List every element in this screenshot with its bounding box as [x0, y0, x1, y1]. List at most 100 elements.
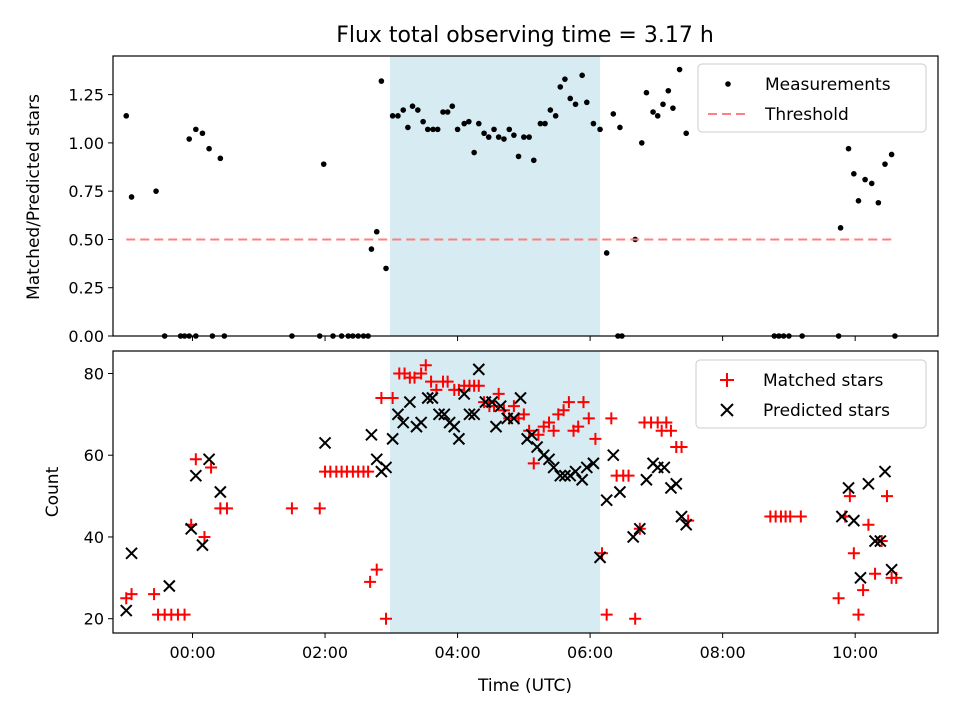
- predicted-star-point: [679, 518, 693, 531]
- measurement-point: [440, 109, 446, 115]
- measurement-point: [491, 126, 497, 133]
- x-tick-label: 02:00: [302, 643, 348, 662]
- measurement-point: [597, 126, 603, 133]
- predicted-star-point: [626, 530, 640, 544]
- matched-star-point: [562, 396, 575, 409]
- predicted-star-point: [847, 514, 861, 527]
- matched-star-point: [492, 387, 505, 400]
- matched-star-point: [532, 428, 545, 441]
- matched-star-point: [589, 432, 602, 445]
- matched-star-point: [869, 567, 882, 580]
- predicted-star-point: [403, 395, 417, 409]
- measurement-point: [562, 76, 568, 82]
- matched-star-point: [205, 461, 218, 474]
- top-y-tick-label: 1.25: [68, 86, 104, 105]
- matched-star-point: [375, 392, 388, 404]
- predicted-star-point: [835, 510, 849, 523]
- predicted-star-point: [421, 391, 434, 405]
- predicted-star-point: [640, 473, 653, 486]
- measurement-point: [434, 126, 441, 133]
- measurement-point: [481, 130, 487, 137]
- bottom-plot-frame: [112, 350, 939, 634]
- matched-star-point: [313, 502, 326, 515]
- x-tick-label: 00:00: [169, 643, 215, 662]
- measurement-point: [395, 113, 401, 119]
- measurement-point: [670, 105, 676, 111]
- measurement-point: [851, 170, 857, 177]
- measurement-point: [868, 180, 875, 187]
- chart-title: Flux total observing time = 3.17 h: [336, 23, 714, 48]
- measurement-point: [415, 107, 421, 113]
- matched-star-point: [557, 404, 570, 417]
- measurement-point: [855, 198, 862, 204]
- measurement-point: [186, 136, 193, 142]
- matched-star-point: [622, 469, 635, 482]
- matched-star-point: [527, 457, 540, 470]
- predicted-star-point: [379, 461, 393, 474]
- measurement-point: [123, 113, 130, 119]
- measurement-point: [583, 99, 590, 106]
- predicted-star-point: [318, 436, 332, 450]
- top-y-tick-label: 1.00: [68, 134, 104, 153]
- x-tick-label: 10:00: [832, 643, 878, 662]
- matched-star-point: [370, 563, 383, 576]
- predicted-star-point: [507, 412, 521, 425]
- measurement-point: [643, 89, 650, 96]
- legend-predicted-label: Predicted stars: [763, 401, 890, 421]
- predicted-star-point: [426, 391, 439, 405]
- measurement-point: [526, 134, 532, 140]
- legend-measurements-label: Measurements: [765, 75, 891, 95]
- bottom-panel: 20 40 60 80 00:00 02:00 04:00 06:00 08:00 10:00 C…: [43, 350, 939, 696]
- matched-star-point: [852, 608, 865, 621]
- predicted-star-point: [593, 551, 607, 564]
- measurement-point: [320, 161, 327, 167]
- measurement-point: [542, 120, 548, 127]
- matched-star-point: [419, 359, 432, 372]
- measurement-point: [430, 126, 436, 133]
- measurement-point: [420, 118, 426, 125]
- measurement-point: [373, 228, 380, 235]
- measurement-point: [552, 113, 559, 119]
- matched-star-point: [600, 608, 613, 621]
- predicted-star-point: [842, 481, 855, 495]
- predicted-star-point: [452, 432, 466, 446]
- measurement-point: [389, 113, 396, 119]
- measurement-point: [572, 101, 579, 108]
- predicted-star-point: [494, 399, 507, 413]
- bottom-legend: Matched stars Predicted stars: [695, 359, 927, 429]
- measurement-point: [206, 145, 212, 152]
- predicted-star-point: [125, 547, 138, 560]
- matched-star-point: [425, 375, 438, 388]
- predicted-star-point: [530, 440, 544, 454]
- matched-star-point: [682, 514, 695, 527]
- predicted-star-point: [485, 395, 499, 409]
- measurement-point: [590, 120, 597, 127]
- measurement-point: [471, 149, 477, 156]
- measurement-point: [466, 118, 472, 125]
- bottom-y-tick-label: 60: [84, 446, 104, 465]
- predicted-star-point: [862, 477, 875, 491]
- legend-matched-label: Matched stars: [763, 371, 883, 391]
- predicted-star-point: [580, 461, 594, 474]
- predicted-star-point: [463, 408, 476, 421]
- matched-star-point: [362, 465, 375, 478]
- measurement-point: [193, 126, 199, 133]
- matched-star-point: [441, 375, 454, 388]
- measurement-point: [676, 66, 683, 73]
- top-legend: Measurements Threshold: [697, 63, 927, 133]
- measurement-point: [217, 155, 224, 162]
- predicted-star-point: [438, 408, 451, 421]
- predicted-star-point: [854, 571, 867, 585]
- top-y-tick-label: 0.75: [68, 182, 104, 201]
- matched-star-point: [660, 416, 673, 429]
- predicted-star-point: [885, 563, 898, 576]
- top-panel: 0.00 0.25 0.50 0.75 1.00 1.25 Matched/Predict…: [24, 55, 939, 346]
- predicted-star-point: [120, 604, 133, 617]
- predicted-star-point: [397, 416, 410, 429]
- bottom-legend-box: [695, 359, 927, 429]
- measurement-point: [654, 113, 661, 119]
- matched-star-point: [784, 510, 797, 523]
- matched-star-point: [880, 490, 893, 503]
- measurement-point: [650, 109, 656, 115]
- x-tick-label: 04:00: [435, 643, 481, 662]
